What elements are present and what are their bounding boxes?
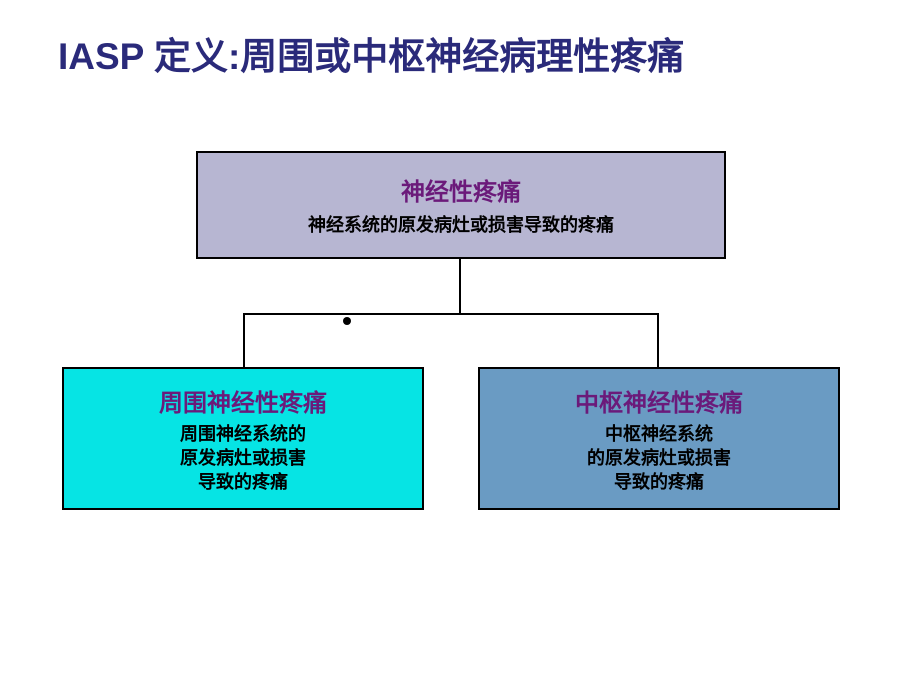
node-right-desc-0: 中枢神经系统 [605, 422, 713, 446]
node-right-desc-2: 导致的疼痛 [614, 470, 704, 494]
node-left-desc-2: 导致的疼痛 [198, 470, 288, 494]
node-left-desc-0: 周围神经系统的 [180, 422, 306, 446]
node-left-desc-1: 原发病灶或损害 [180, 446, 306, 470]
connector-horizontal [243, 313, 659, 315]
node-root-heading: 神经性疼痛 [401, 172, 521, 207]
node-right: 中枢神经性疼痛 中枢神经系统 的原发病灶或损害 导致的疼痛 [478, 367, 840, 510]
connector-dot [343, 317, 351, 325]
node-root: 神经性疼痛 神经系统的原发病灶或损害导致的疼痛 [196, 151, 726, 259]
node-left: 周围神经性疼痛 周围神经系统的 原发病灶或损害 导致的疼痛 [62, 367, 424, 510]
node-root-desc-0: 神经系统的原发病灶或损害导致的疼痛 [308, 213, 614, 238]
node-left-heading: 周围神经性疼痛 [159, 383, 327, 418]
slide-diagram: IASP 定义:周围或中枢神经病理性疼痛 神经性疼痛 神经系统的原发病灶或损害导… [0, 0, 920, 690]
connector-to-left [243, 313, 245, 367]
node-right-heading: 中枢神经性疼痛 [575, 383, 743, 418]
connector-to-right [657, 313, 659, 367]
slide-title: IASP 定义:周围或中枢神经病理性疼痛 [58, 26, 684, 80]
connector-root-down [459, 259, 461, 313]
node-right-desc-1: 的原发病灶或损害 [587, 446, 731, 470]
